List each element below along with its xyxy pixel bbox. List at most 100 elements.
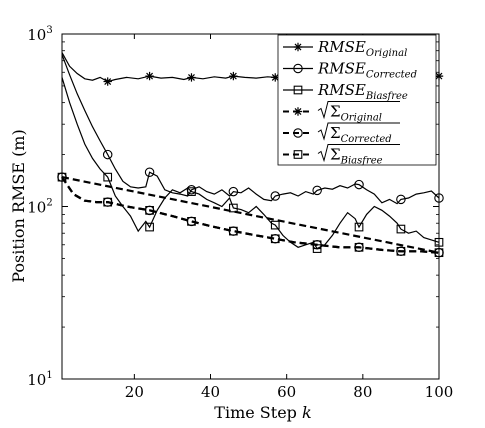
legend-label-sub: Corrected xyxy=(366,70,417,81)
data-point-shape xyxy=(396,194,406,205)
x-tick-label: 60 xyxy=(277,383,296,401)
data-point xyxy=(354,179,364,190)
data-point-shape xyxy=(270,234,280,244)
data-point-shape xyxy=(103,197,113,207)
data-point xyxy=(354,222,364,232)
legend-label-sub: Corrected xyxy=(341,134,392,145)
series-1 xyxy=(61,54,444,205)
data-point xyxy=(103,77,112,86)
data-point-shape xyxy=(354,179,364,190)
data-point-shape xyxy=(229,71,238,81)
series-line xyxy=(61,54,440,205)
series-line xyxy=(61,176,440,254)
data-point-shape xyxy=(312,240,322,250)
data-point-shape xyxy=(144,167,155,177)
data-point xyxy=(57,172,67,182)
legend-swatch-marker xyxy=(293,85,303,95)
x-axis-label: Time Step k xyxy=(214,403,311,422)
legend-swatch-marker-shape xyxy=(293,150,303,159)
data-point xyxy=(434,193,444,203)
data-point-shape xyxy=(270,191,281,201)
data-point xyxy=(145,222,154,232)
y-axis-label: Position RMSE (m) xyxy=(9,129,28,282)
data-point xyxy=(434,71,444,81)
legend-label: ΣCorrected xyxy=(330,124,392,145)
legend-swatch-marker-shape xyxy=(293,63,303,74)
legend-label: RMSECorrected xyxy=(317,60,417,81)
data-point-shape xyxy=(57,172,67,182)
data-point-shape xyxy=(103,172,113,182)
legend-swatch-marker-shape xyxy=(293,85,303,95)
data-point-shape xyxy=(145,71,154,81)
data-point xyxy=(229,203,238,213)
data-point-shape xyxy=(270,220,280,230)
legend-label-main: Σ xyxy=(330,124,341,142)
legend-swatch-marker xyxy=(293,150,303,159)
data-point-shape xyxy=(396,246,406,256)
data-point-shape xyxy=(434,71,444,81)
data-point-shape xyxy=(187,217,196,226)
data-point xyxy=(145,71,154,81)
data-point xyxy=(145,205,154,215)
x-tick-label: 20 xyxy=(125,383,144,401)
y-tick-label: 101 xyxy=(27,370,52,389)
data-point-shape xyxy=(145,205,154,215)
legend-label-sub: Original xyxy=(341,113,382,124)
data-point-shape xyxy=(396,224,406,234)
data-point xyxy=(103,172,113,182)
data-point xyxy=(102,149,113,160)
legend-radical xyxy=(317,122,400,141)
data-point-shape xyxy=(187,73,196,82)
legend-box xyxy=(277,34,437,166)
data-point xyxy=(144,167,155,177)
y-tick-label: 102 xyxy=(27,198,52,217)
x-tick-label: 40 xyxy=(201,383,220,401)
legend-label-main: Σ xyxy=(330,103,341,121)
legend-label-main: Σ xyxy=(330,146,341,164)
data-point xyxy=(229,226,238,236)
legend-label-sub: Original xyxy=(366,48,407,59)
legend-item-0: RMSEOriginal xyxy=(283,38,407,59)
legend-radical xyxy=(317,101,400,120)
data-point-shape xyxy=(187,187,196,196)
legend-item-4: ΣCorrected xyxy=(283,122,400,145)
legend-swatch-marker xyxy=(293,107,303,116)
data-point-shape xyxy=(271,73,280,82)
legend-swatch-marker-shape xyxy=(293,42,303,52)
data-point-shape xyxy=(102,149,113,160)
legend-label: ΣBiasfree xyxy=(330,146,383,167)
series-line xyxy=(61,77,440,250)
data-point xyxy=(270,191,281,201)
axes-layer: 20 40 60 80 100 101 102 103 xyxy=(27,25,453,401)
legend-swatch-marker xyxy=(293,63,303,74)
legend-label-sub: Biasfree xyxy=(365,91,408,102)
data-point xyxy=(396,224,406,234)
legend-item-2: RMSEBiasfree xyxy=(283,81,408,102)
legend-item-5: ΣBiasfree xyxy=(283,144,400,167)
data-point xyxy=(187,187,196,196)
legend-item-1: RMSECorrected xyxy=(283,60,417,81)
data-point xyxy=(228,186,239,197)
series-3 xyxy=(61,176,440,254)
data-point xyxy=(187,73,196,82)
data-point-shape xyxy=(145,222,154,232)
data-point-shape xyxy=(434,248,444,258)
data-point xyxy=(312,240,322,250)
legend-swatch-marker-shape xyxy=(293,107,303,116)
series-line xyxy=(61,176,440,254)
legend-label-main: RMSE xyxy=(317,38,366,56)
data-point xyxy=(270,220,280,230)
data-point-shape xyxy=(103,77,112,86)
legend-swatch-marker xyxy=(293,128,303,138)
legend-item-3: ΣOriginal xyxy=(283,101,400,124)
y-tick-label: 103 xyxy=(27,25,52,44)
data-point xyxy=(229,71,238,81)
data-point-shape xyxy=(229,203,238,213)
legend-label: RMSEOriginal xyxy=(317,38,407,59)
data-point xyxy=(103,197,113,207)
data-point xyxy=(434,248,444,258)
data-point-shape xyxy=(312,185,322,196)
legend-swatch-marker-shape xyxy=(293,128,303,138)
legend-label-main: RMSE xyxy=(317,60,366,78)
